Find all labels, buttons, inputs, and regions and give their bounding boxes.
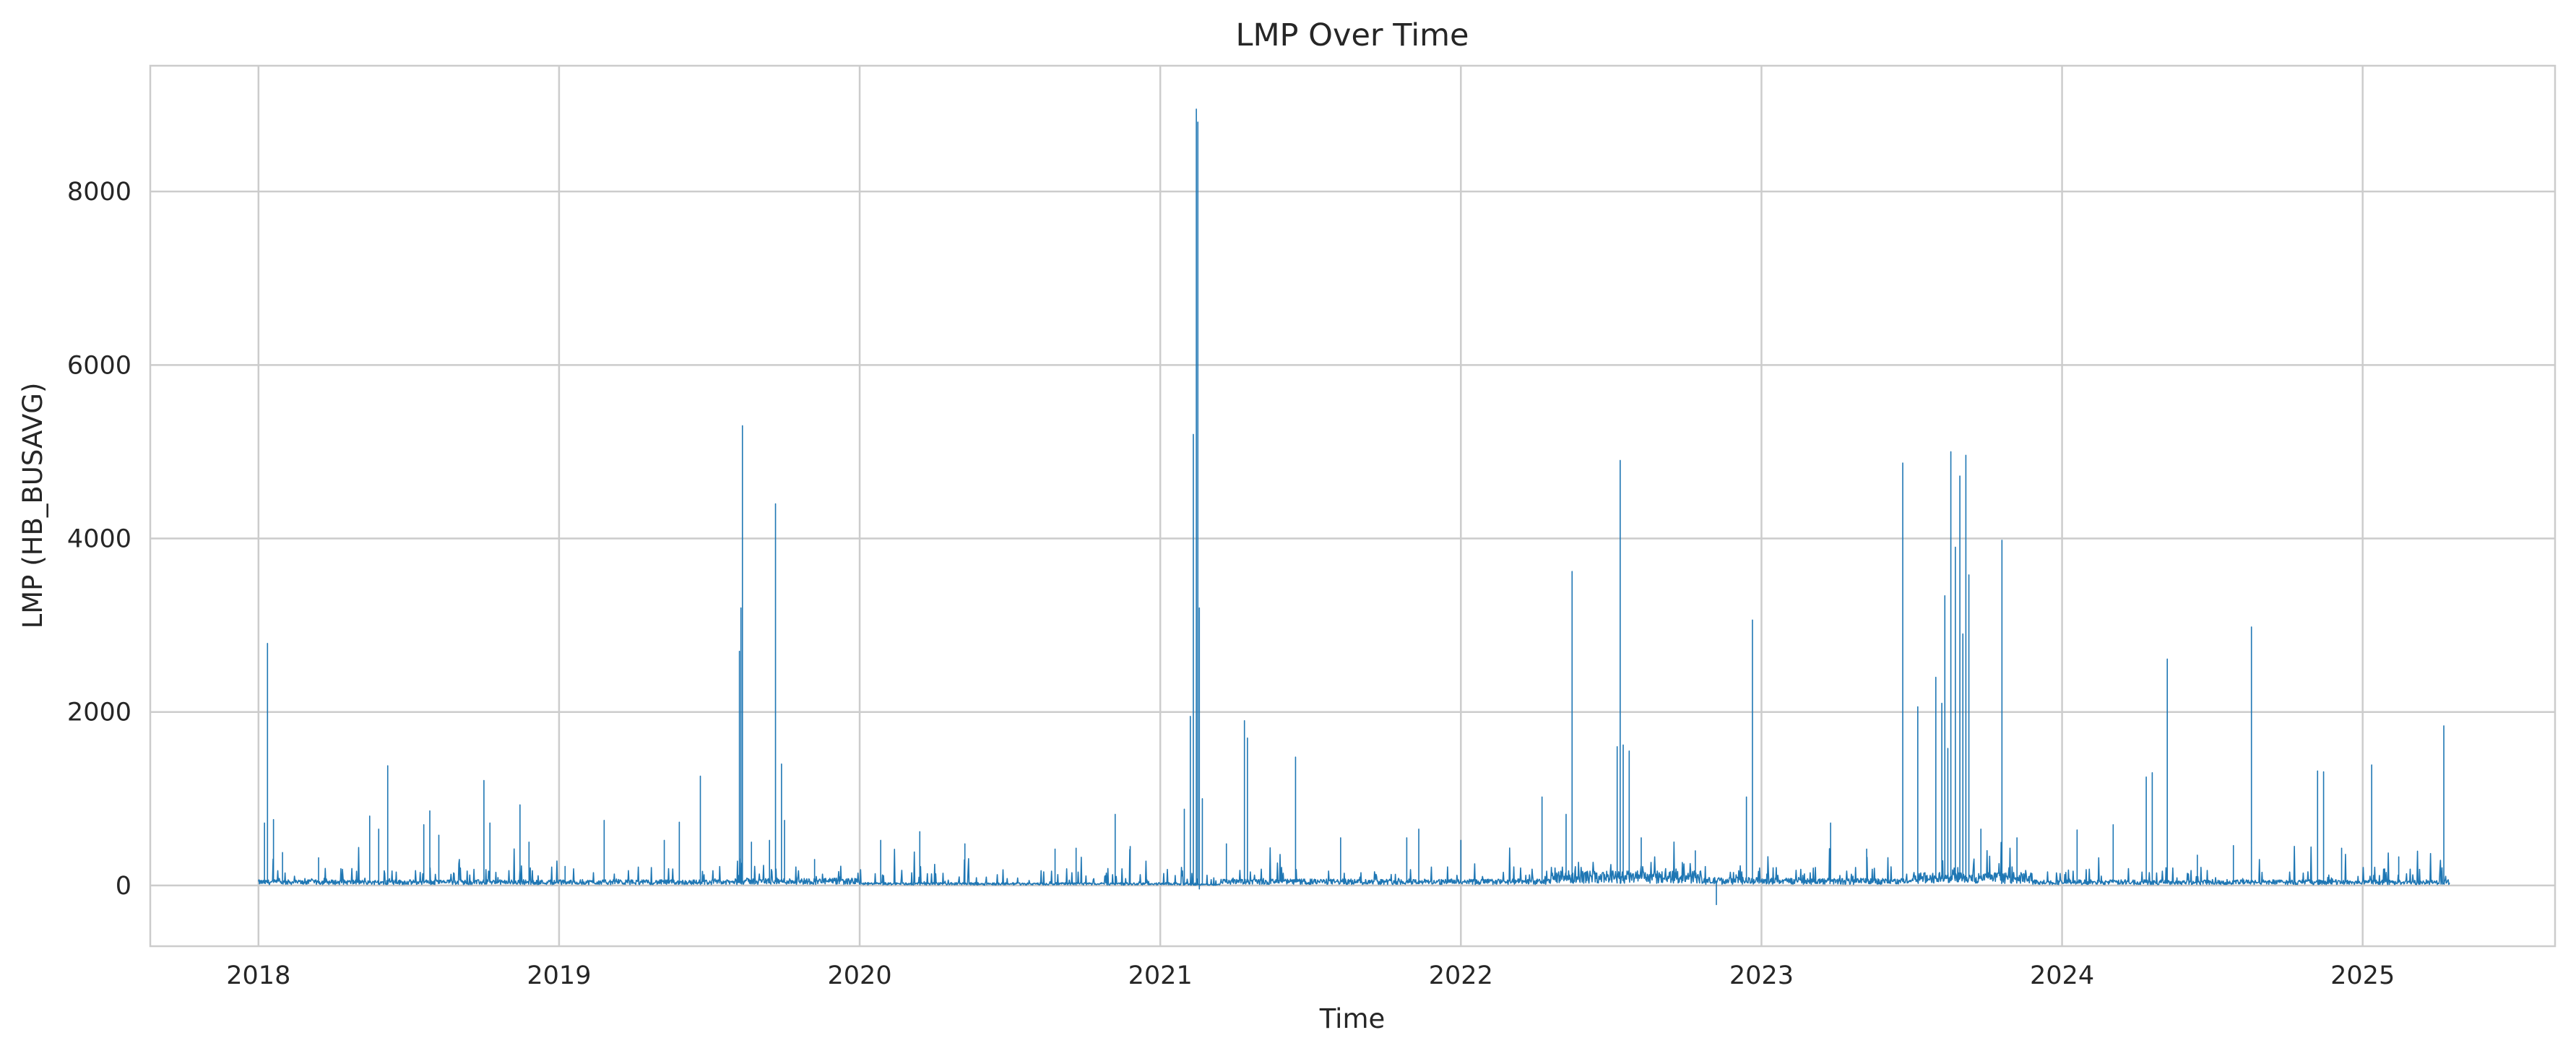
ticks: 2018 2019 2020 2021 2022 2023 2024 2025 0 2000 400… [67, 178, 2395, 990]
x-tick-label: 2024 [2030, 961, 2094, 990]
chart-title: LMP Over Time [1236, 17, 1469, 53]
y-tick-label: 0 [116, 872, 131, 901]
y-axis-label: LMP (HB_BUSAVG) [17, 383, 48, 629]
x-tick-label: 2022 [1429, 961, 1493, 990]
series-layer [258, 108, 2450, 906]
x-tick-label: 2018 [226, 961, 290, 990]
x-tick-label: 2025 [2330, 961, 2395, 990]
y-tick-label: 4000 [67, 525, 131, 554]
x-tick-label: 2021 [1128, 961, 1193, 990]
y-tick-label: 8000 [67, 178, 131, 207]
grid [150, 66, 2555, 946]
x-tick-label: 2023 [1729, 961, 1794, 990]
y-tick-label: 2000 [67, 698, 131, 727]
plot-frame [149, 64, 2556, 948]
x-tick-label: 2020 [828, 961, 892, 990]
y-tick-label: 6000 [67, 351, 131, 380]
lmp-series-line [258, 108, 2450, 906]
x-axis-label: Time [1319, 1003, 1386, 1034]
x-tick-label: 2019 [527, 961, 591, 990]
